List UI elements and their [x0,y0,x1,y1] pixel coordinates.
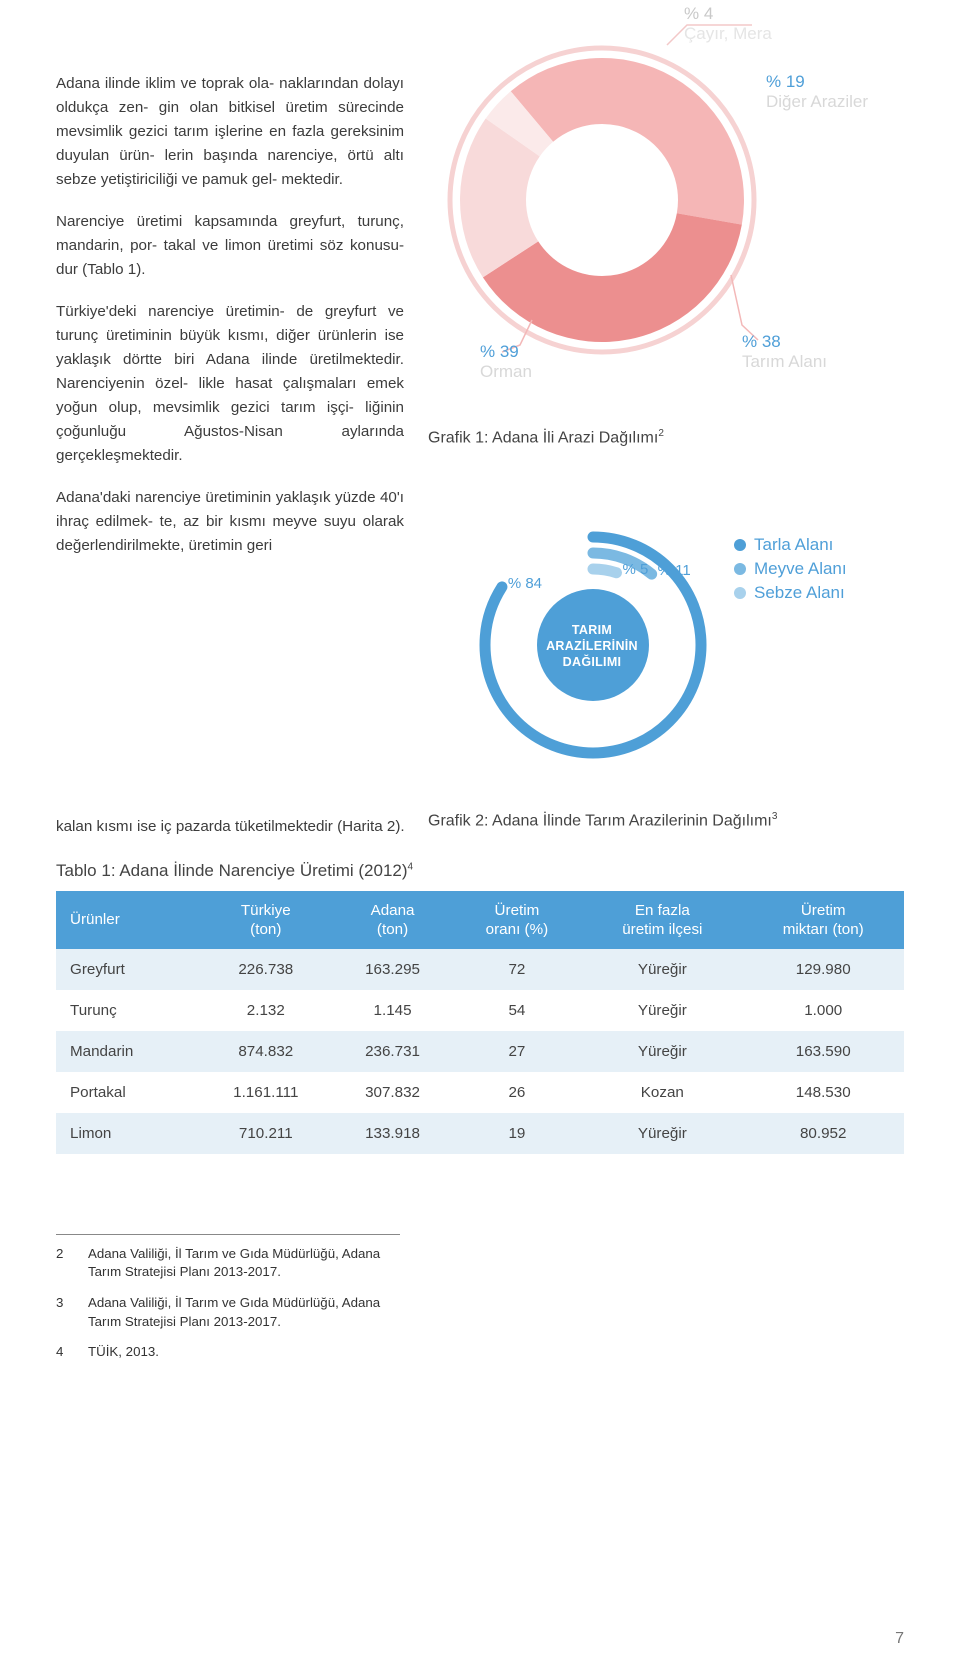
table-header: Türkiye(ton) [198,891,333,949]
legend-item: Sebze Alanı [734,583,847,603]
table-cell: 1.000 [742,990,904,1031]
table-cell: 874.832 [198,1031,333,1072]
table-cell: 27 [452,1031,583,1072]
table-cell: 19 [452,1113,583,1154]
chart-2-radial: TARIMARAZİLERİNİNDAĞILIMI Tarla Alanı Mey… [424,475,904,805]
citrus-table: ÜrünlerTürkiye(ton)Adana(ton)Üretimoranı… [56,891,904,1154]
chart2-arc-pct: % 5 [622,561,648,578]
table-cell: Mandarin [56,1031,198,1072]
chart2-caption: Grafik 2: Adana İlinde Tarım Arazilerini… [428,811,904,830]
footnote: 4TÜİK, 2013. [56,1343,400,1362]
table-cell: Turunç [56,990,198,1031]
page-number: 7 [895,1630,904,1648]
chart1-label-orman: % 39 Orman [480,342,532,381]
table-cell: Yüreğir [582,949,742,990]
table-cell: 80.952 [742,1113,904,1154]
table-header: Üretimmiktarı (ton) [742,891,904,949]
paragraph-4: Adana'daki narenciye üretiminin yaklaşık… [56,486,404,558]
table-cell: 710.211 [198,1113,333,1154]
table-title: Tablo 1: Adana İlinde Narenciye Üretimi … [56,861,904,881]
chart1-caption: Grafik 1: Adana İli Arazi Dağılımı2 [428,428,904,447]
footnotes: 2Adana Valiliği, İl Tarım ve Gıda Müdürl… [56,1234,400,1362]
footnote: 3Adana Valiliği, İl Tarım ve Gıda Müdürl… [56,1294,400,1331]
table-cell: Yüreğir [582,1031,742,1072]
chart2-arc-pct: % 11 [658,562,691,579]
table-cell: Kozan [582,1072,742,1113]
table-cell: 72 [452,949,583,990]
table-row: Greyfurt226.738163.29572Yüreğir129.980 [56,949,904,990]
table-cell: Limon [56,1113,198,1154]
table-cell: 236.731 [334,1031,452,1072]
legend-item: Tarla Alanı [734,535,847,555]
chart2-legend: Tarla Alanı Meyve Alanı Sebze Alanı [734,535,847,607]
chart2-center-label: TARIMARAZİLERİNİNDAĞILIMI [537,623,647,670]
chart1-label-diger: % 19 Diğer Araziler [766,72,868,111]
table-header: Adana(ton) [334,891,452,949]
table-cell: 148.530 [742,1072,904,1113]
table-cell: 54 [452,990,583,1031]
table-cell: 163.295 [334,949,452,990]
table-cell: 226.738 [198,949,333,990]
paragraph-3: Türkiye'deki narenciye üretimin- de grey… [56,300,404,468]
table-cell: 129.980 [742,949,904,990]
table-cell: Yüreğir [582,1113,742,1154]
table-cell: Yüreğir [582,990,742,1031]
paragraph-1: Adana ilinde iklim ve toprak ola- naklar… [56,72,404,192]
legend-item: Meyve Alanı [734,559,847,579]
table-header: Ürünler [56,891,198,949]
body-text-column: Adana ilinde iklim ve toprak ola- naklar… [56,10,404,831]
paragraph-2: Narenciye üretimi kapsamında greyfurt, t… [56,210,404,282]
table-cell: 133.918 [334,1113,452,1154]
table-header: Üretimoranı (%) [452,891,583,949]
table-cell: 1.145 [334,990,452,1031]
table-cell: 26 [452,1072,583,1113]
table-cell: Portakal [56,1072,198,1113]
chart-1-donut: % 19 Diğer Araziler % 38 Tarım Alanı % 3… [424,10,904,430]
chart2-arc-pct: % 84 [508,575,542,592]
footnote: 2Adana Valiliği, İl Tarım ve Gıda Müdürl… [56,1245,400,1282]
table-cell: Greyfurt [56,949,198,990]
table-header: En fazlaüretim ilçesi [582,891,742,949]
chart1-label-tarim: % 38 Tarım Alanı [742,332,827,371]
table-cell: 1.161.111 [198,1072,333,1113]
table-row: Turunç2.1321.14554Yüreğir1.000 [56,990,904,1031]
table-row: Mandarin874.832236.73127Yüreğir163.590 [56,1031,904,1072]
table-cell: 163.590 [742,1031,904,1072]
table-cell: 307.832 [334,1072,452,1113]
table-row: Limon710.211133.91819Yüreğir80.952 [56,1113,904,1154]
table-row: Portakal1.161.111307.83226Kozan148.530 [56,1072,904,1113]
table-cell: 2.132 [198,990,333,1031]
